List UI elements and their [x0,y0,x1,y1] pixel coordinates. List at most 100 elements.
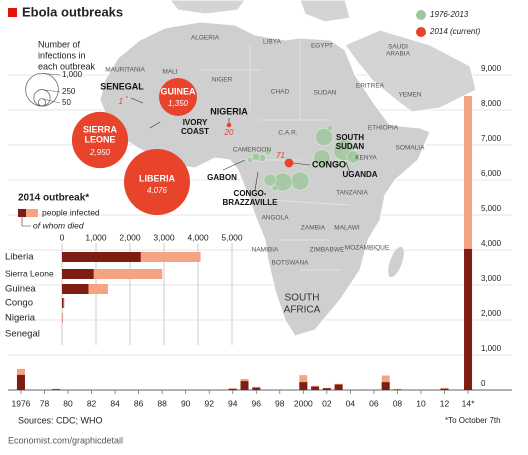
y-tick-label: 3,000 [481,274,502,283]
legend-label: of whom died [33,220,84,230]
outbreak-country-label: AFRICA [284,305,321,316]
outbreak-value-label: 71 [276,151,285,160]
bar [299,382,308,390]
country-label: ARABIA [386,51,411,58]
category-label: Nigeria [5,313,36,324]
bar [464,248,473,390]
country-label: EGYPT [311,43,333,50]
country-label: NIGER [212,77,233,84]
title-marker [8,8,17,17]
historical-outbreak [346,150,360,164]
x-tick-label: 94 [228,398,238,408]
outbreak-country-label: CONGO- [234,189,267,198]
country-label: ZAMBIA [301,225,326,232]
country-label: C.A.R. [278,130,297,137]
historical-outbreak [333,159,343,169]
hbar-title: 2014 outbreak* [18,193,89,204]
historical-outbreak [263,173,277,187]
bar [62,298,64,308]
size-legend-leader [41,73,61,76]
bar [440,388,449,390]
bar [393,388,402,390]
x-tick-label: 10 [416,398,426,408]
country-borders [200,40,351,271]
x-tick-label: 92 [204,398,214,408]
credit: Economist.com/graphicdetail [8,435,123,445]
legend-label: 2014 (current) [429,27,481,36]
legend-swatch [26,209,38,217]
x-tick-label: 88 [157,398,167,408]
size-legend-label: 50 [62,98,71,107]
country-label: BOTSWANA [272,260,310,267]
bar [322,388,331,390]
x-tick-label: 78 [40,398,50,408]
outbreak-2014 [226,122,232,128]
title: Ebola outbreaks [22,4,123,19]
bar [464,96,473,390]
x-tick-label: 0 [60,232,65,242]
y-tick-label: 2,000 [481,309,502,318]
turkey-shape [299,0,351,23]
country-label: MALAWI [334,225,360,232]
arabia-shape [344,29,477,113]
size-legend-leader [41,89,61,93]
bar [62,252,141,262]
size-legend-title: each outbreak [38,61,96,71]
outbreak-name: CONGO [312,159,346,169]
outbreak-country-label: SUDAN [336,142,365,151]
country-label: CAMEROON [233,147,272,154]
x-tick-label: 86 [134,398,144,408]
x-tick-label: 84 [110,398,120,408]
outbreak-2014 [71,111,129,169]
x-tick-label: 1976 [12,398,31,408]
outbreak-name: NIGERIA [210,106,248,116]
historical-outbreak [264,148,272,156]
category-label: Senegal [5,329,40,340]
y-tick-label: 1,000 [481,344,502,353]
country-label: KENYA [355,155,377,162]
outbreak-2014 [159,78,197,116]
y-tick-label: 4,000 [481,239,502,248]
country-label: ANGOLA [261,215,289,222]
size-legend-title: infections in [38,50,86,60]
bar [62,313,63,323]
x-tick-label: 2000 [294,398,313,408]
historical-outbreak [246,156,254,164]
x-tick-label: 12 [440,398,450,408]
y-tick-label: 6,000 [481,169,502,178]
country-label: LIBYA [263,39,282,46]
bar [393,389,402,390]
bar [52,389,61,390]
country-label: ZIMBABWE [310,247,345,254]
outbreak-value-label: 2,950 [89,148,111,157]
country-label: NAMIBIA [252,247,279,254]
madagascar-shape [388,246,404,278]
outbreak-name: GUINEA [160,86,196,96]
bar [16,374,25,390]
size-legend-label: 1,000 [62,70,83,79]
x-tick-label: 5,000 [221,232,243,242]
x-tick-label: 04 [346,398,356,408]
outbreak-country-label: BRAZZAVILLE [223,198,279,207]
outbreak-2014 [284,158,294,168]
outbreak-country-label: SOUTH [336,133,364,142]
category-label: Liberia [5,252,34,263]
outbreak-value-label: 1,350 [168,99,189,108]
outbreak-name: SIERRA [83,124,118,134]
legend-swatch [416,10,426,20]
category-label: Congo [5,298,33,309]
outbreak-2014 [126,96,128,98]
historical-outbreak [313,149,331,167]
outbreak-country-label: COAST [181,127,209,136]
bar [311,386,320,390]
x-tick-label: 14* [462,398,475,408]
x-tick-label: 3,000 [153,232,175,242]
x-tick-label: 06 [369,398,379,408]
country-label: ETHIOPIA [368,125,399,132]
outbreak-value-label: 1 [119,97,123,106]
x-tick-label: 90 [181,398,191,408]
outbreak-name: SENEGAL [100,81,144,91]
country-label: SOMALIA [396,145,426,152]
